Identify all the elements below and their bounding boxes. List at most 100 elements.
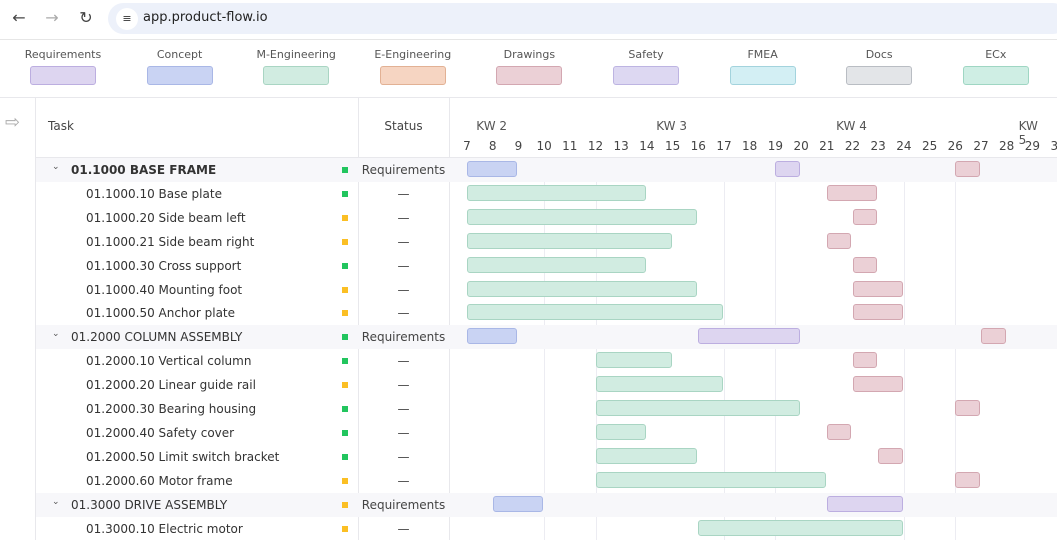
gantt-bar-requirements[interactable]: [775, 161, 801, 177]
chevron-down-icon[interactable]: ⌄: [52, 329, 60, 340]
forward-arrow-icon[interactable]: →: [45, 8, 59, 27]
gantt-bar-drawings[interactable]: [955, 400, 980, 416]
gantt-bar-requirements[interactable]: [698, 328, 801, 345]
day-label: 9: [514, 139, 523, 153]
day-label: 18: [742, 139, 758, 153]
task-row[interactable]: 01.1000.10 Base plate —: [36, 182, 1057, 206]
gantt-bar-drawings[interactable]: [852, 352, 878, 369]
task-name[interactable]: 01.2000.40 Safety cover: [86, 425, 235, 440]
gantt-bar-m-engineering[interactable]: [467, 208, 698, 225]
day-label: 17: [716, 139, 732, 153]
task-row[interactable]: 01.2000.30 Bearing housing —: [36, 397, 1057, 421]
gantt-bar-m-engineering[interactable]: [595, 400, 801, 416]
gantt-bar-concept[interactable]: [467, 328, 518, 345]
reload-icon[interactable]: ↻: [79, 8, 93, 27]
back-arrow-icon[interactable]: ←: [12, 8, 26, 27]
gantt-bar-drawings[interactable]: [852, 376, 903, 393]
chevron-down-icon[interactable]: ⌄: [52, 496, 60, 507]
task-name[interactable]: 01.1000.50 Anchor plate: [86, 306, 236, 321]
chevron-down-icon[interactable]: ⌄: [52, 162, 60, 172]
task-name[interactable]: 01.1000.30 Cross support: [86, 258, 242, 273]
task-name[interactable]: 01.2000.10 Vertical column: [86, 354, 252, 369]
legend-item-docs[interactable]: Docs: [829, 48, 929, 85]
task-name[interactable]: 01.3000.10 Electric motor: [86, 521, 243, 536]
task-row[interactable]: 01.3000.10 Electric motor —: [36, 517, 1057, 541]
task-row[interactable]: 01.2000.60 Motor frame —: [36, 469, 1057, 493]
task-row[interactable]: 01.2000.10 Vertical column —: [36, 349, 1057, 373]
gantt-bar-m-engineering[interactable]: [595, 376, 723, 393]
exit-icon[interactable]: ⇨: [5, 112, 21, 133]
task-name[interactable]: 01.2000.60 Motor frame: [86, 473, 233, 488]
gantt-bar-concept[interactable]: [467, 161, 518, 177]
group-row[interactable]: ⌄ 01.1000 BASE FRAME Requirements: [36, 158, 1057, 182]
legend-item-e-engineering[interactable]: E-Engineering: [363, 48, 463, 85]
gantt-bar-drawings[interactable]: [826, 423, 852, 440]
gantt-bar-m-engineering[interactable]: [467, 280, 698, 297]
column-divider: [358, 98, 359, 540]
gantt-bar-m-engineering[interactable]: [595, 447, 698, 464]
task-name[interactable]: 01.1000.20 Side beam left: [86, 210, 246, 225]
legend-label: FMEA: [747, 48, 778, 61]
task-column-header[interactable]: Task: [48, 119, 74, 133]
gantt-bar-m-engineering[interactable]: [467, 304, 723, 321]
gantt-bar-drawings[interactable]: [852, 256, 878, 273]
legend-item-requirements[interactable]: Requirements: [13, 48, 113, 85]
legend-item-m-engineering[interactable]: M-Engineering: [246, 48, 346, 85]
status-indicator: [342, 406, 348, 412]
gantt-bar-m-engineering[interactable]: [698, 519, 903, 536]
task-name[interactable]: 01.2000 COLUMN ASSEMBLY: [71, 330, 243, 345]
task-name[interactable]: 01.2000.20 Linear guide rail: [86, 378, 256, 393]
day-label: 29: [1024, 139, 1041, 153]
gantt-bar-drawings[interactable]: [826, 232, 852, 249]
status-indicator: [342, 310, 348, 317]
task-name[interactable]: 01.1000.40 Mounting foot: [86, 282, 243, 297]
address-bar[interactable]: ≡ app.product-flow.io: [108, 3, 1057, 34]
gantt-bar-drawings[interactable]: [852, 208, 878, 225]
task-name[interactable]: 01.1000.10 Base plate: [86, 186, 222, 201]
task-row[interactable]: 01.1000.40 Mounting foot —: [36, 278, 1057, 302]
legend-item-drawings[interactable]: Drawings: [479, 48, 579, 85]
task-name[interactable]: 01.1000.21 Side beam right: [86, 234, 255, 249]
status-text: —: [397, 234, 410, 249]
status-column-header[interactable]: Status: [384, 119, 423, 133]
group-row[interactable]: ⌄ 01.3000 DRIVE ASSEMBLY Requirements: [36, 492, 1057, 517]
group-row[interactable]: ⌄ 01.2000 COLUMN ASSEMBLY Requirements: [36, 325, 1057, 350]
gantt-bar-drawings[interactable]: [981, 328, 1006, 345]
legend-item-ecx[interactable]: ECx: [946, 48, 1046, 85]
task-row[interactable]: 01.1000.20 Side beam left —: [36, 206, 1057, 230]
gantt-bar-m-engineering[interactable]: [467, 232, 672, 249]
task-row[interactable]: 01.1000.21 Side beam right —: [36, 230, 1057, 254]
gantt-bar-drawings[interactable]: [955, 161, 980, 177]
legend-label: Concept: [156, 48, 203, 61]
legend-item-fmea[interactable]: FMEA: [713, 48, 813, 85]
day-label: 25: [921, 139, 938, 153]
url-text[interactable]: app.product-flow.io: [143, 10, 268, 25]
gantt-bar-drawings[interactable]: [878, 447, 903, 464]
task-row[interactable]: 01.1000.30 Cross support —: [36, 254, 1057, 278]
gantt-bar-m-engineering[interactable]: [467, 256, 646, 273]
gantt-bar-m-engineering[interactable]: [467, 184, 646, 201]
task-name[interactable]: 01.1000 BASE FRAME: [71, 163, 217, 177]
gantt-bar-m-engineering[interactable]: [595, 423, 646, 440]
gantt-bar-drawings[interactable]: [852, 304, 903, 321]
gantt-bar-m-engineering[interactable]: [595, 471, 826, 488]
task-row[interactable]: 01.2000.20 Linear guide rail —: [36, 373, 1057, 397]
task-name[interactable]: 01.2000.30 Bearing housing: [86, 402, 257, 416]
gantt-bar-concept[interactable]: [492, 495, 544, 512]
legend-item-concept[interactable]: Concept: [130, 48, 230, 85]
status-indicator: [342, 453, 348, 460]
task-name[interactable]: 01.2000.50 Limit switch bracket: [86, 449, 280, 464]
task-name[interactable]: 01.3000 DRIVE ASSEMBLY: [71, 497, 228, 512]
day-label: 14: [639, 139, 655, 153]
legend-swatch: [962, 66, 1029, 85]
site-settings-icon[interactable]: ≡: [116, 8, 138, 30]
task-row[interactable]: 01.2000.50 Limit switch bracket —: [36, 445, 1057, 469]
gantt-bar-drawings[interactable]: [852, 280, 903, 297]
gantt-bar-requirements[interactable]: [826, 495, 903, 512]
gantt-bar-m-engineering[interactable]: [595, 352, 672, 369]
gantt-bar-drawings[interactable]: [955, 471, 980, 488]
task-row[interactable]: 01.1000.50 Anchor plate —: [36, 301, 1057, 325]
gantt-bar-drawings[interactable]: [826, 184, 878, 201]
task-row[interactable]: 01.2000.40 Safety cover —: [36, 421, 1057, 445]
legend-item-safety[interactable]: Safety: [596, 48, 696, 85]
